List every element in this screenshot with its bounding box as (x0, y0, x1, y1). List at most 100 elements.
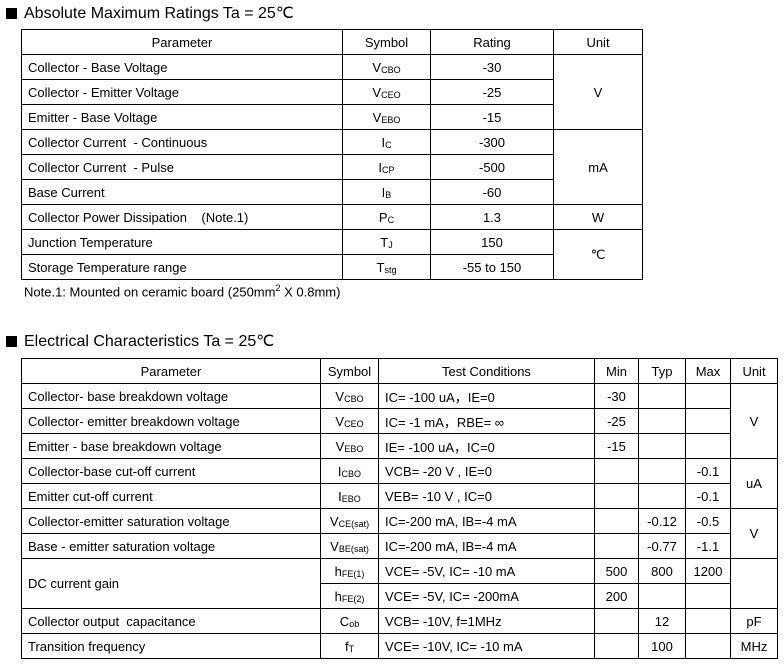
unit-cell: mA (553, 129, 643, 205)
bullet (6, 7, 17, 19)
note-rest: X 0.8mm) (280, 284, 341, 300)
symbol-cell: VCBO (342, 54, 431, 80)
unit-cell: V (730, 508, 778, 559)
conditions-cell: VEB= -10 V , IC=0 (378, 483, 595, 509)
table-row: Collector Current - Continuous IC -300 mA (21, 129, 643, 205)
symbol-sub: stg (384, 264, 397, 275)
symbol-cell: IEBO (320, 483, 379, 509)
column-header: Test Conditions (378, 358, 595, 384)
symbol-cell: VCBO (320, 383, 379, 409)
symbol-base: V (330, 538, 339, 554)
typ-cell (638, 433, 686, 459)
max-cell (685, 408, 731, 434)
max-cell: -0.5 (685, 508, 731, 534)
symbol-sub: CP (382, 164, 395, 175)
table-row: Collector output capacitance Cob VCB= -10V… (21, 608, 778, 634)
max-cell (685, 633, 731, 659)
symbol-base: V (372, 109, 382, 125)
min-cell: -25 (594, 408, 639, 434)
symbol-cell: ICBO (320, 458, 379, 484)
column-header: Max (685, 358, 731, 384)
max-cell: 1200 (685, 558, 731, 584)
symbol-base: C (339, 613, 350, 629)
typ-cell: -0.12 (638, 508, 686, 534)
rating-cell: -300 (430, 129, 554, 155)
max-cell: -0.1 (685, 458, 731, 484)
rating-cell: -55 to 150 (430, 254, 554, 280)
symbol-cell: hFE(1) (320, 558, 379, 584)
table-row: Collector-emitter saturation voltage VCE(… (21, 508, 778, 559)
typ-cell (638, 383, 686, 409)
heading-text: Electrical Characteristics Ta = 25℃ (24, 333, 275, 350)
symbol-base: V (372, 84, 382, 100)
parameter-cell: DC current gain (21, 558, 321, 609)
unit-cell: pF (730, 608, 778, 634)
parameter-cell: Base Current (21, 179, 343, 205)
typ-cell: -0.77 (638, 533, 686, 559)
rating-cell: -500 (430, 154, 554, 180)
symbol-sub: FE(2) (341, 593, 365, 604)
column-header: Symbol (320, 358, 379, 384)
symbol-base: V (329, 513, 339, 529)
column-header: Symbol (342, 29, 431, 55)
table-row: hFE(2) VCE= -5V, IC= -200mA 200 (22, 583, 778, 609)
table-row: Junction Temperature TJ 150 ℃ (21, 229, 643, 280)
parameter-cell: Emitter - base breakdown voltage (21, 433, 321, 459)
symbol-base: T (380, 234, 389, 250)
typ-cell: 12 (638, 608, 686, 634)
symbol-base: P (378, 209, 388, 225)
unit-cell: MHz (730, 633, 778, 659)
parameter-cell: Emitter - Base Voltage (21, 104, 343, 130)
table-row: Collector Power Dissipation (Note.1) PC 1.… (21, 204, 643, 230)
min-cell: 200 (594, 583, 639, 609)
min-cell: 500 (594, 558, 639, 584)
parameter-cell: Collector output capacitance (21, 608, 321, 634)
symbol-sub: EBO (344, 443, 364, 454)
symbol-base: I (338, 488, 342, 504)
conditions-cell: VCE= -5V, IC= -10 mA (378, 558, 595, 584)
symbol-sub: EBO (341, 493, 361, 504)
column-header: Unit (730, 358, 778, 384)
symbol-sub: FE(1) (341, 568, 365, 579)
symbol-cell: VEBO (342, 104, 431, 130)
parameter-cell: Emitter cut-off current (21, 483, 321, 509)
min-cell (594, 608, 639, 634)
note-sup: 2 (275, 283, 281, 293)
symbol-cell: VCE(sat) (320, 508, 379, 534)
parameter-cell: Collector- base breakdown voltage (21, 383, 321, 409)
symbol-cell: VEBO (320, 433, 379, 459)
symbol-base: f (344, 638, 349, 654)
typ-cell (638, 458, 686, 484)
table-row: Base - emitter saturation voltage VBE(sat… (21, 533, 778, 559)
symbol-sub: CBO (341, 468, 362, 479)
conditions-cell: IC= -1 mA，RBE= ∞ (378, 408, 595, 434)
typ-cell: 800 (638, 558, 686, 584)
table-row: Collector Current - Pulse ICP -500 (21, 154, 643, 180)
table-row: Collector- base breakdown voltage VCBO IC=… (21, 383, 778, 459)
min-cell (594, 633, 639, 659)
symbol-sub: CE(sat) (338, 518, 370, 529)
unit-cell: ℃ (553, 229, 643, 280)
conditions-cell: VCE= -10V, IC= -10 mA (378, 633, 595, 659)
bullet (6, 335, 17, 347)
symbol-base: V (372, 59, 382, 75)
symbol-sub: C (387, 214, 395, 225)
parameter-cell: Storage Temperature range (21, 254, 343, 280)
max-cell: -0.1 (685, 483, 731, 509)
table-row: Emitter - base breakdown voltage VEBO IE= … (21, 433, 778, 459)
symbol-base: I (381, 184, 386, 200)
characteristics-table: Parameter Symbol Test Conditions Min Typ Max U… (21, 358, 778, 659)
typ-cell: 100 (638, 633, 686, 659)
symbol-base: I (378, 159, 383, 175)
table-row: Emitter - Base Voltage VEBO -15 (21, 104, 643, 130)
rating-cell: -30 (430, 54, 554, 80)
symbol-cell: VBE(sat) (320, 533, 379, 559)
symbol-sub: BE(sat) (338, 543, 369, 554)
symbol-cell: fT (320, 633, 379, 659)
symbol-base: I (337, 463, 342, 479)
parameter-cell: Collector-base cut-off current (21, 458, 321, 484)
symbol-cell: TJ (342, 229, 431, 255)
parameter-cell: Base - emitter saturation voltage (21, 533, 321, 559)
symbol-cell: VCEO (320, 408, 379, 434)
